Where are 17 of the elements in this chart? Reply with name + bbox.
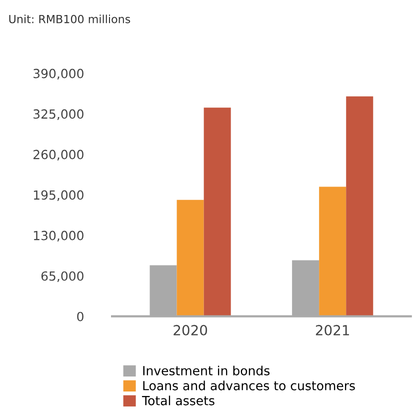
x-tick-label: 2021 — [316, 324, 349, 336]
y-tick-label: 195,000 — [34, 190, 84, 202]
y-tick-label: 260,000 — [33, 150, 84, 161]
y-tick-label: 325,000 — [34, 109, 84, 120]
x-tick-label: 2020 — [174, 324, 208, 336]
y-tick-label: 0 — [77, 312, 84, 322]
y-tick-label: 65,000 — [41, 271, 84, 282]
y-tick-label: 390,000 — [34, 68, 84, 80]
bar — [204, 108, 231, 316]
legend-label: Total assets — [142, 396, 214, 406]
bar — [176, 200, 204, 316]
bar — [346, 96, 374, 316]
y-tick-label: 130,000 — [34, 230, 84, 242]
legend-label: Loans and advances to customers — [143, 380, 355, 390]
bar — [319, 186, 346, 316]
text: Unit: RMB100 millions — [9, 14, 130, 24]
legend-label: Investment in bonds — [143, 366, 270, 376]
